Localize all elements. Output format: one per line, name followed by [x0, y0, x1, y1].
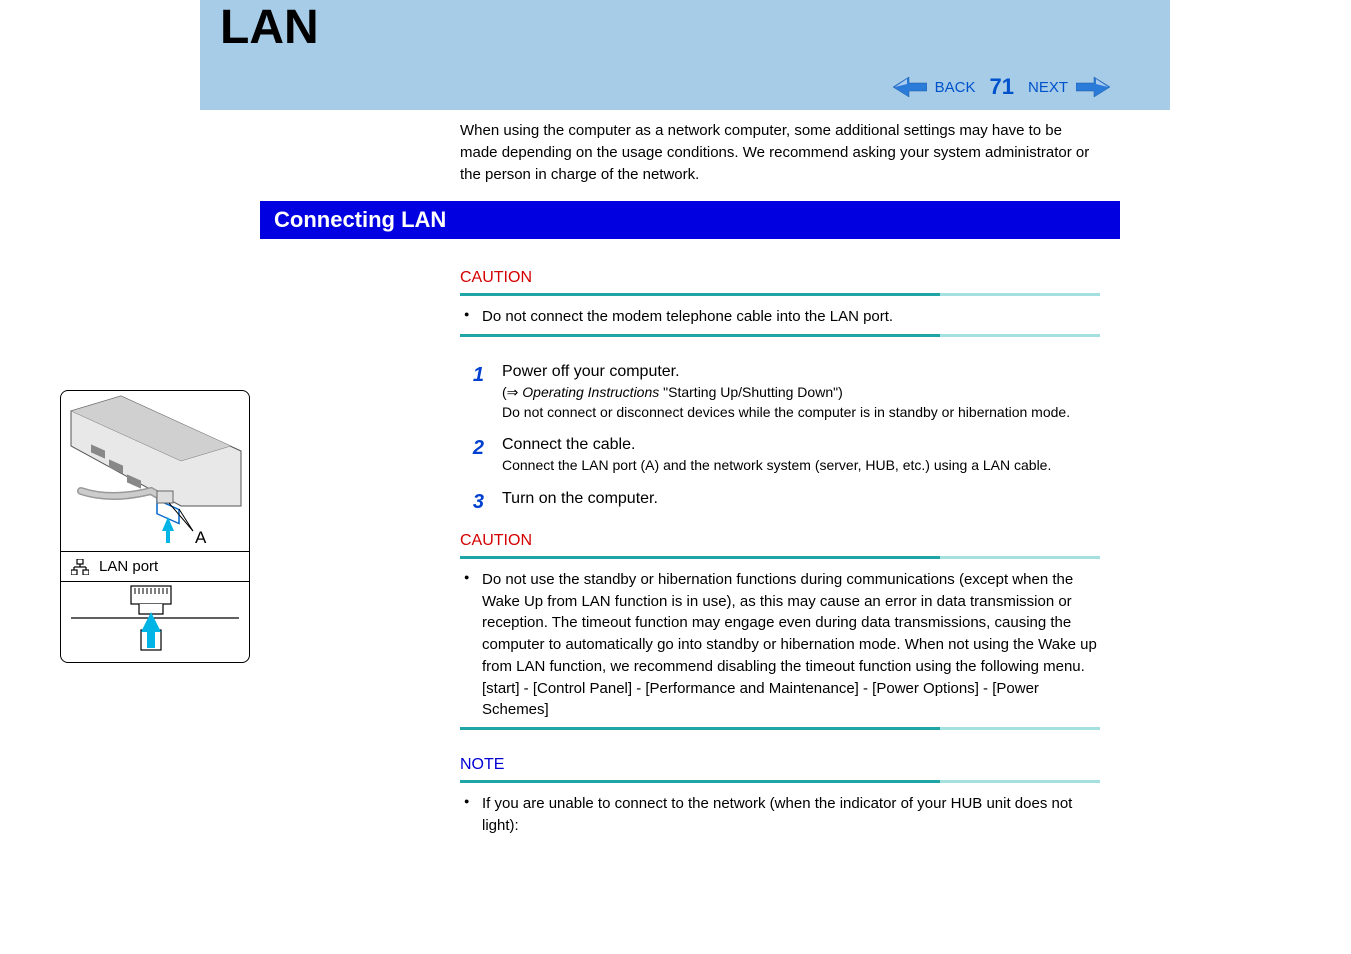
caution2-bullet: Do not use the standby or hibernation fu… [464, 569, 1100, 721]
lan-port-diagram: A LAN port [60, 390, 250, 663]
note-box: NOTE If you are unable to connect to the… [460, 756, 1100, 837]
diagram-port-label-row: LAN port [61, 551, 249, 582]
rule [460, 780, 1100, 783]
step-number: 3 [460, 490, 484, 514]
step-1: 1 Power off your computer. (⇒ Operating … [460, 363, 1100, 422]
diagram-label-a: A [195, 528, 207, 547]
step-number: 1 [460, 363, 484, 422]
step-body: Connect the cable. Connect the LAN port … [502, 436, 1100, 476]
note-title: NOTE [460, 756, 1100, 774]
caution1-list: Do not connect the modem telephone cable… [460, 306, 1100, 328]
step-sub: (⇒ Operating Instructions "Starting Up/S… [502, 383, 1100, 403]
note-bullet: If you are unable to connect to the netw… [464, 793, 1100, 837]
page-number: 71 [990, 74, 1014, 100]
lan-icon [71, 559, 89, 575]
rule [460, 293, 1100, 296]
rule [460, 334, 1100, 337]
step-number: 2 [460, 436, 484, 476]
step-head: Connect the cable. [502, 436, 1100, 454]
nav-strip: BACK 71 NEXT [893, 74, 1110, 100]
caution-box-2: CAUTION Do not use the standby or hibern… [460, 532, 1100, 730]
content: A LAN port [0, 110, 1170, 863]
arrow-next-icon[interactable] [1076, 75, 1110, 99]
caution-title: CAUTION [460, 532, 1100, 550]
nav-back-link[interactable]: BACK [935, 79, 976, 96]
step-body: Power off your computer. (⇒ Operating In… [502, 363, 1100, 422]
step-3: 3 Turn on the computer. [460, 490, 1100, 514]
caution1-bullet: Do not connect the modem telephone cable… [464, 306, 1100, 328]
diagram-port-label: LAN port [99, 558, 158, 575]
step-body: Turn on the computer. [502, 490, 1100, 514]
step-head: Power off your computer. [502, 363, 1100, 381]
rule [460, 727, 1100, 730]
rule [460, 556, 1100, 559]
nav-next-link[interactable]: NEXT [1028, 79, 1068, 96]
note-list: If you are unable to connect to the netw… [460, 793, 1100, 837]
page: LAN BACK 71 NEXT [0, 0, 1170, 863]
step-sub: Connect the LAN port (A) and the network… [502, 456, 1100, 476]
intro-paragraph: When using the computer as a network com… [460, 120, 1100, 185]
arrow-back-icon[interactable] [893, 75, 927, 99]
step-sub2: Do not connect or disconnect devices whi… [502, 403, 1100, 423]
step-2: 2 Connect the cable. Connect the LAN por… [460, 436, 1100, 476]
right-column: When using the computer as a network com… [460, 120, 1160, 863]
caution2-list: Do not use the standby or hibernation fu… [460, 569, 1100, 721]
page-title: LAN [220, 0, 319, 55]
section-heading: Connecting LAN [260, 201, 1120, 239]
header-banner: LAN BACK 71 NEXT [200, 0, 1170, 110]
caution-box-1: CAUTION Do not connect the modem telepho… [460, 269, 1100, 337]
step-head: Turn on the computer. [502, 490, 1100, 508]
caution-title: CAUTION [460, 269, 1100, 287]
steps-list: 1 Power off your computer. (⇒ Operating … [460, 363, 1100, 514]
